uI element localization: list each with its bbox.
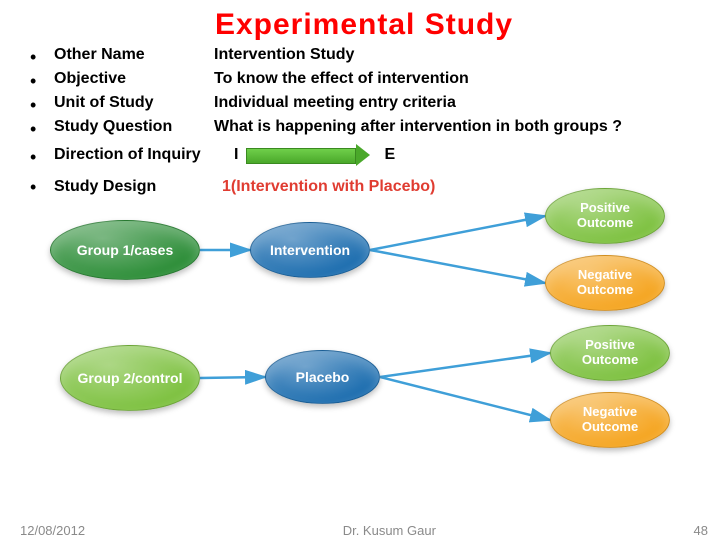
- bullet-row: • Unit of Study Individual meeting entry…: [30, 94, 698, 116]
- footer-author: Dr. Kusum Gaur: [343, 523, 436, 538]
- node-neg2: Negative Outcome: [550, 392, 670, 448]
- inquiry-from: I: [234, 146, 238, 164]
- inquiry-to: E: [384, 146, 395, 164]
- flow-diagram: Group 1/cases Intervention Positive Outcom…: [0, 200, 728, 490]
- node-interv: Intervention: [250, 222, 370, 278]
- node-group1: Group 1/cases: [50, 220, 200, 280]
- edge-group2-placebo: [200, 377, 265, 378]
- bullet-icon: •: [30, 46, 54, 68]
- edge-interv-pos1: [370, 216, 545, 250]
- edge-placebo-neg2: [380, 377, 550, 420]
- footer-date: 12/08/2012: [20, 523, 85, 538]
- design-label: Study Design: [54, 178, 214, 196]
- inquiry-row: • Direction of Inquiry I E: [30, 146, 698, 168]
- page-title: Experimental Study: [0, 0, 728, 42]
- bullet-icon: •: [30, 94, 54, 116]
- bullet-value: What is happening after intervention in …: [214, 118, 698, 136]
- bullet-label: Unit of Study: [54, 94, 214, 112]
- node-neg1: Negative Outcome: [545, 255, 665, 311]
- node-placebo: Placebo: [265, 350, 380, 404]
- arrow-right-icon: [246, 148, 356, 162]
- node-group2: Group 2/control: [60, 345, 200, 411]
- edge-placebo-pos2: [380, 353, 550, 377]
- footer: 12/08/2012 Dr. Kusum Gaur 48: [0, 523, 728, 538]
- bullet-list: • Other Name Intervention Study • Object…: [0, 42, 728, 198]
- bullet-row: • Study Question What is happening after…: [30, 118, 698, 140]
- bullet-label: Other Name: [54, 46, 214, 64]
- bullet-icon: •: [30, 118, 54, 140]
- bullet-label: Objective: [54, 70, 214, 88]
- design-subtitle: 1(Intervention with Placebo): [222, 178, 435, 196]
- node-pos2: Positive Outcome: [550, 325, 670, 381]
- bullet-icon: •: [30, 176, 54, 198]
- bullet-icon: •: [30, 146, 54, 168]
- inquiry-value: I E: [234, 146, 698, 164]
- bullet-value: Intervention Study: [214, 46, 698, 64]
- bullet-icon: •: [30, 70, 54, 92]
- footer-page: 48: [694, 523, 708, 538]
- bullet-row: • Other Name Intervention Study: [30, 46, 698, 68]
- node-pos1: Positive Outcome: [545, 188, 665, 244]
- edge-interv-neg1: [370, 250, 545, 283]
- inquiry-label: Direction of Inquiry: [54, 146, 234, 164]
- bullet-value: Individual meeting entry criteria: [214, 94, 698, 112]
- bullet-value: To know the effect of intervention: [214, 70, 698, 88]
- bullet-row: • Objective To know the effect of interv…: [30, 70, 698, 92]
- bullet-label: Study Question: [54, 118, 214, 136]
